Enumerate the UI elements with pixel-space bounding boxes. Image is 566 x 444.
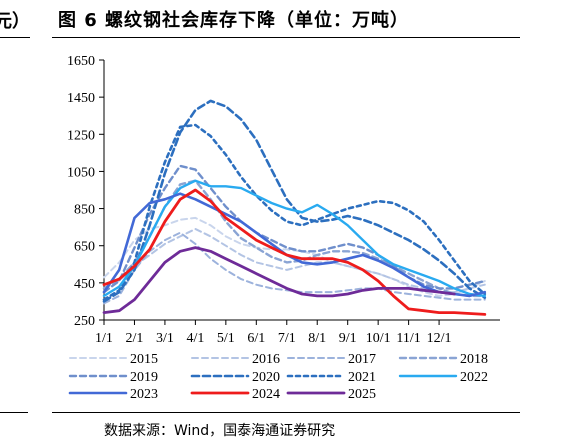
divider-line-bottom bbox=[52, 412, 520, 413]
divider-line-top bbox=[52, 37, 520, 38]
figure-title: 图 6 螺纹钢社会库存下降（单位：万吨） bbox=[58, 10, 410, 31]
y-tick-label: 650 bbox=[74, 240, 95, 255]
x-tick-label: 2/1 bbox=[126, 331, 144, 346]
legend-label-2022: 2022 bbox=[460, 370, 488, 385]
y-tick-label: 1450 bbox=[67, 91, 95, 106]
x-tick-label: 10/1 bbox=[366, 331, 391, 346]
y-tick-label: 850 bbox=[74, 203, 95, 218]
axis-layer: 250 450 650 850 1050 1250 1450 1650 1/1 2/1 3/1 4/1… bbox=[67, 54, 500, 346]
y-tick-label: 450 bbox=[74, 277, 95, 292]
title-bar: 元） 图 6 螺纹钢社会库存下降（单位：万吨） bbox=[0, 0, 566, 34]
x-tick-label: 9/1 bbox=[339, 331, 357, 346]
legend-label-2024: 2024 bbox=[252, 387, 280, 402]
x-tick-label: 1/1 bbox=[95, 331, 113, 346]
x-tick-label: 5/1 bbox=[217, 331, 235, 346]
series-line-2021 bbox=[102, 123, 487, 301]
series-line-2023 bbox=[102, 192, 487, 298]
series-line-2024 bbox=[102, 188, 487, 316]
legend-label-2018: 2018 bbox=[460, 352, 488, 367]
inventory-line-chart: 250 450 650 850 1050 1250 1450 1650 1/1 2/1 3/1 4/1… bbox=[67, 54, 500, 402]
series-line-2016 bbox=[103, 228, 486, 294]
legend-label-2021: 2021 bbox=[348, 370, 376, 385]
legend-label-2025: 2025 bbox=[348, 387, 376, 402]
x-tick-label: 12/1 bbox=[427, 331, 452, 346]
x-tick-label: 7/1 bbox=[278, 331, 296, 346]
legend-label-2016: 2016 bbox=[252, 352, 280, 367]
x-tick-label: 4/1 bbox=[186, 331, 204, 346]
y-tick-label: 1650 bbox=[67, 54, 95, 69]
legend-label-2023: 2023 bbox=[130, 387, 158, 402]
divider-line-left-bottom bbox=[0, 412, 28, 413]
x-tick-label: 6/1 bbox=[247, 331, 265, 346]
legend-label-2017: 2017 bbox=[348, 352, 376, 367]
y-tick-label: 250 bbox=[74, 314, 95, 329]
series-line-2019 bbox=[102, 164, 486, 294]
legend-label-2019: 2019 bbox=[130, 370, 158, 385]
series-line-2022 bbox=[102, 179, 486, 298]
y-tick-label: 1050 bbox=[67, 165, 95, 180]
divider-line-left-top bbox=[0, 37, 30, 38]
series-line-2020 bbox=[102, 99, 487, 303]
series-layer bbox=[102, 99, 487, 316]
legend: 2015 2016 2017 2018 2019 2020 2021 2022 2023 2024… bbox=[68, 352, 488, 402]
x-tick-label: 11/1 bbox=[396, 331, 420, 346]
x-tick-label: 8/1 bbox=[308, 331, 326, 346]
data-source-note: 数据来源：Wind，国泰海通证券研究 bbox=[104, 423, 336, 439]
series-line-2025 bbox=[102, 246, 456, 315]
legend-label-2020: 2020 bbox=[252, 370, 280, 385]
series-line-2018 bbox=[102, 179, 486, 298]
series-line-2017 bbox=[103, 231, 486, 305]
y-tick-label: 1250 bbox=[67, 128, 95, 143]
legend-label-2015: 2015 bbox=[130, 352, 158, 367]
clipped-heading-fragment: 元） bbox=[0, 11, 30, 32]
x-tick-label: 3/1 bbox=[156, 331, 174, 346]
